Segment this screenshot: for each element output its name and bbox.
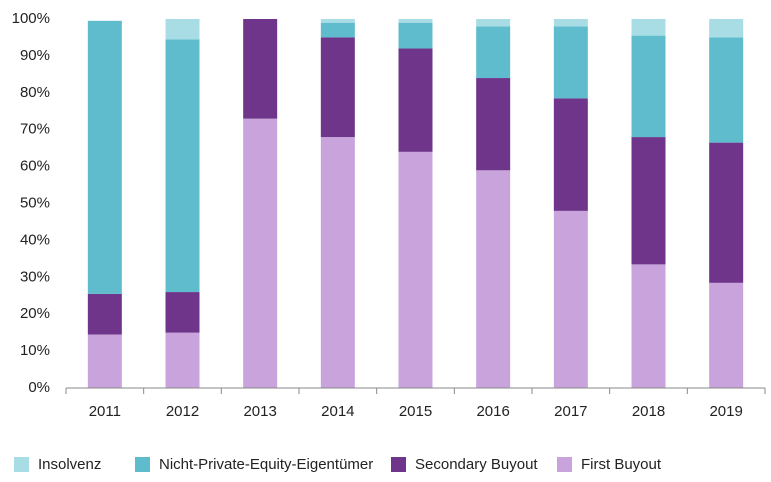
x-tick-label: 2018 bbox=[632, 403, 665, 420]
bar-segment bbox=[398, 151, 433, 388]
bar-segment bbox=[553, 19, 588, 27]
y-tick-label: 70% bbox=[20, 121, 50, 138]
bar-segment bbox=[398, 19, 433, 23]
x-tick-label: 2019 bbox=[709, 403, 742, 420]
bar-segment bbox=[320, 22, 355, 38]
bar-segment bbox=[165, 39, 200, 293]
bar-segment bbox=[243, 19, 278, 119]
x-tick-label: 2016 bbox=[476, 403, 509, 420]
bar-segment bbox=[476, 26, 511, 79]
y-tick-label: 40% bbox=[20, 231, 50, 248]
bar-segment bbox=[320, 19, 355, 23]
bar-segment bbox=[165, 292, 200, 333]
bar-segment bbox=[709, 282, 744, 388]
legend-label: Nicht-Private-Equity-Eigentümer bbox=[159, 456, 373, 473]
legend-label: First Buyout bbox=[581, 456, 662, 473]
bar-segment bbox=[243, 118, 278, 388]
bar-segment bbox=[476, 19, 511, 27]
y-tick-label: 100% bbox=[12, 10, 50, 27]
bar-segment bbox=[476, 78, 511, 171]
y-tick-label: 20% bbox=[20, 305, 50, 322]
y-tick-label: 30% bbox=[20, 268, 50, 285]
bar-segment bbox=[709, 19, 744, 38]
bar-segment bbox=[553, 98, 588, 211]
legend-swatch bbox=[557, 457, 572, 472]
bar-segment bbox=[87, 20, 122, 294]
bar-segment bbox=[87, 334, 122, 388]
y-tick-label: 90% bbox=[20, 47, 50, 64]
bar-segment bbox=[320, 37, 355, 138]
bar-segment bbox=[398, 48, 433, 152]
bar-segment bbox=[553, 26, 588, 99]
bar-segment bbox=[476, 170, 511, 388]
x-tick-label: 2012 bbox=[166, 403, 199, 420]
bar-segment bbox=[165, 19, 200, 40]
x-tick-label: 2014 bbox=[321, 403, 354, 420]
y-tick-label: 80% bbox=[20, 84, 50, 101]
bar-segment bbox=[87, 293, 122, 335]
legend-swatch bbox=[14, 457, 29, 472]
bar-segment bbox=[631, 137, 666, 265]
legend-label: Insolvenz bbox=[38, 456, 101, 473]
x-tick-label: 2015 bbox=[399, 403, 432, 420]
y-tick-label: 50% bbox=[20, 194, 50, 211]
bar-segment bbox=[320, 137, 355, 388]
legend-label: Secondary Buyout bbox=[415, 456, 538, 473]
bar-segment bbox=[631, 264, 666, 388]
x-tick-label: 2013 bbox=[243, 403, 276, 420]
legend-swatch bbox=[135, 457, 150, 472]
y-tick-label: 60% bbox=[20, 158, 50, 175]
y-tick-label: 10% bbox=[20, 342, 50, 359]
bar-segment bbox=[709, 37, 744, 143]
y-tick-label: 0% bbox=[28, 379, 50, 396]
bar-segment bbox=[709, 142, 744, 283]
bar-segment bbox=[553, 210, 588, 388]
bar-segment bbox=[631, 19, 666, 36]
x-tick-label: 2017 bbox=[554, 403, 587, 420]
bar-segment bbox=[165, 332, 200, 388]
legend-swatch bbox=[391, 457, 406, 472]
bar-segment bbox=[398, 22, 433, 49]
x-tick-label: 2011 bbox=[89, 403, 121, 420]
bar-segment bbox=[631, 35, 666, 138]
